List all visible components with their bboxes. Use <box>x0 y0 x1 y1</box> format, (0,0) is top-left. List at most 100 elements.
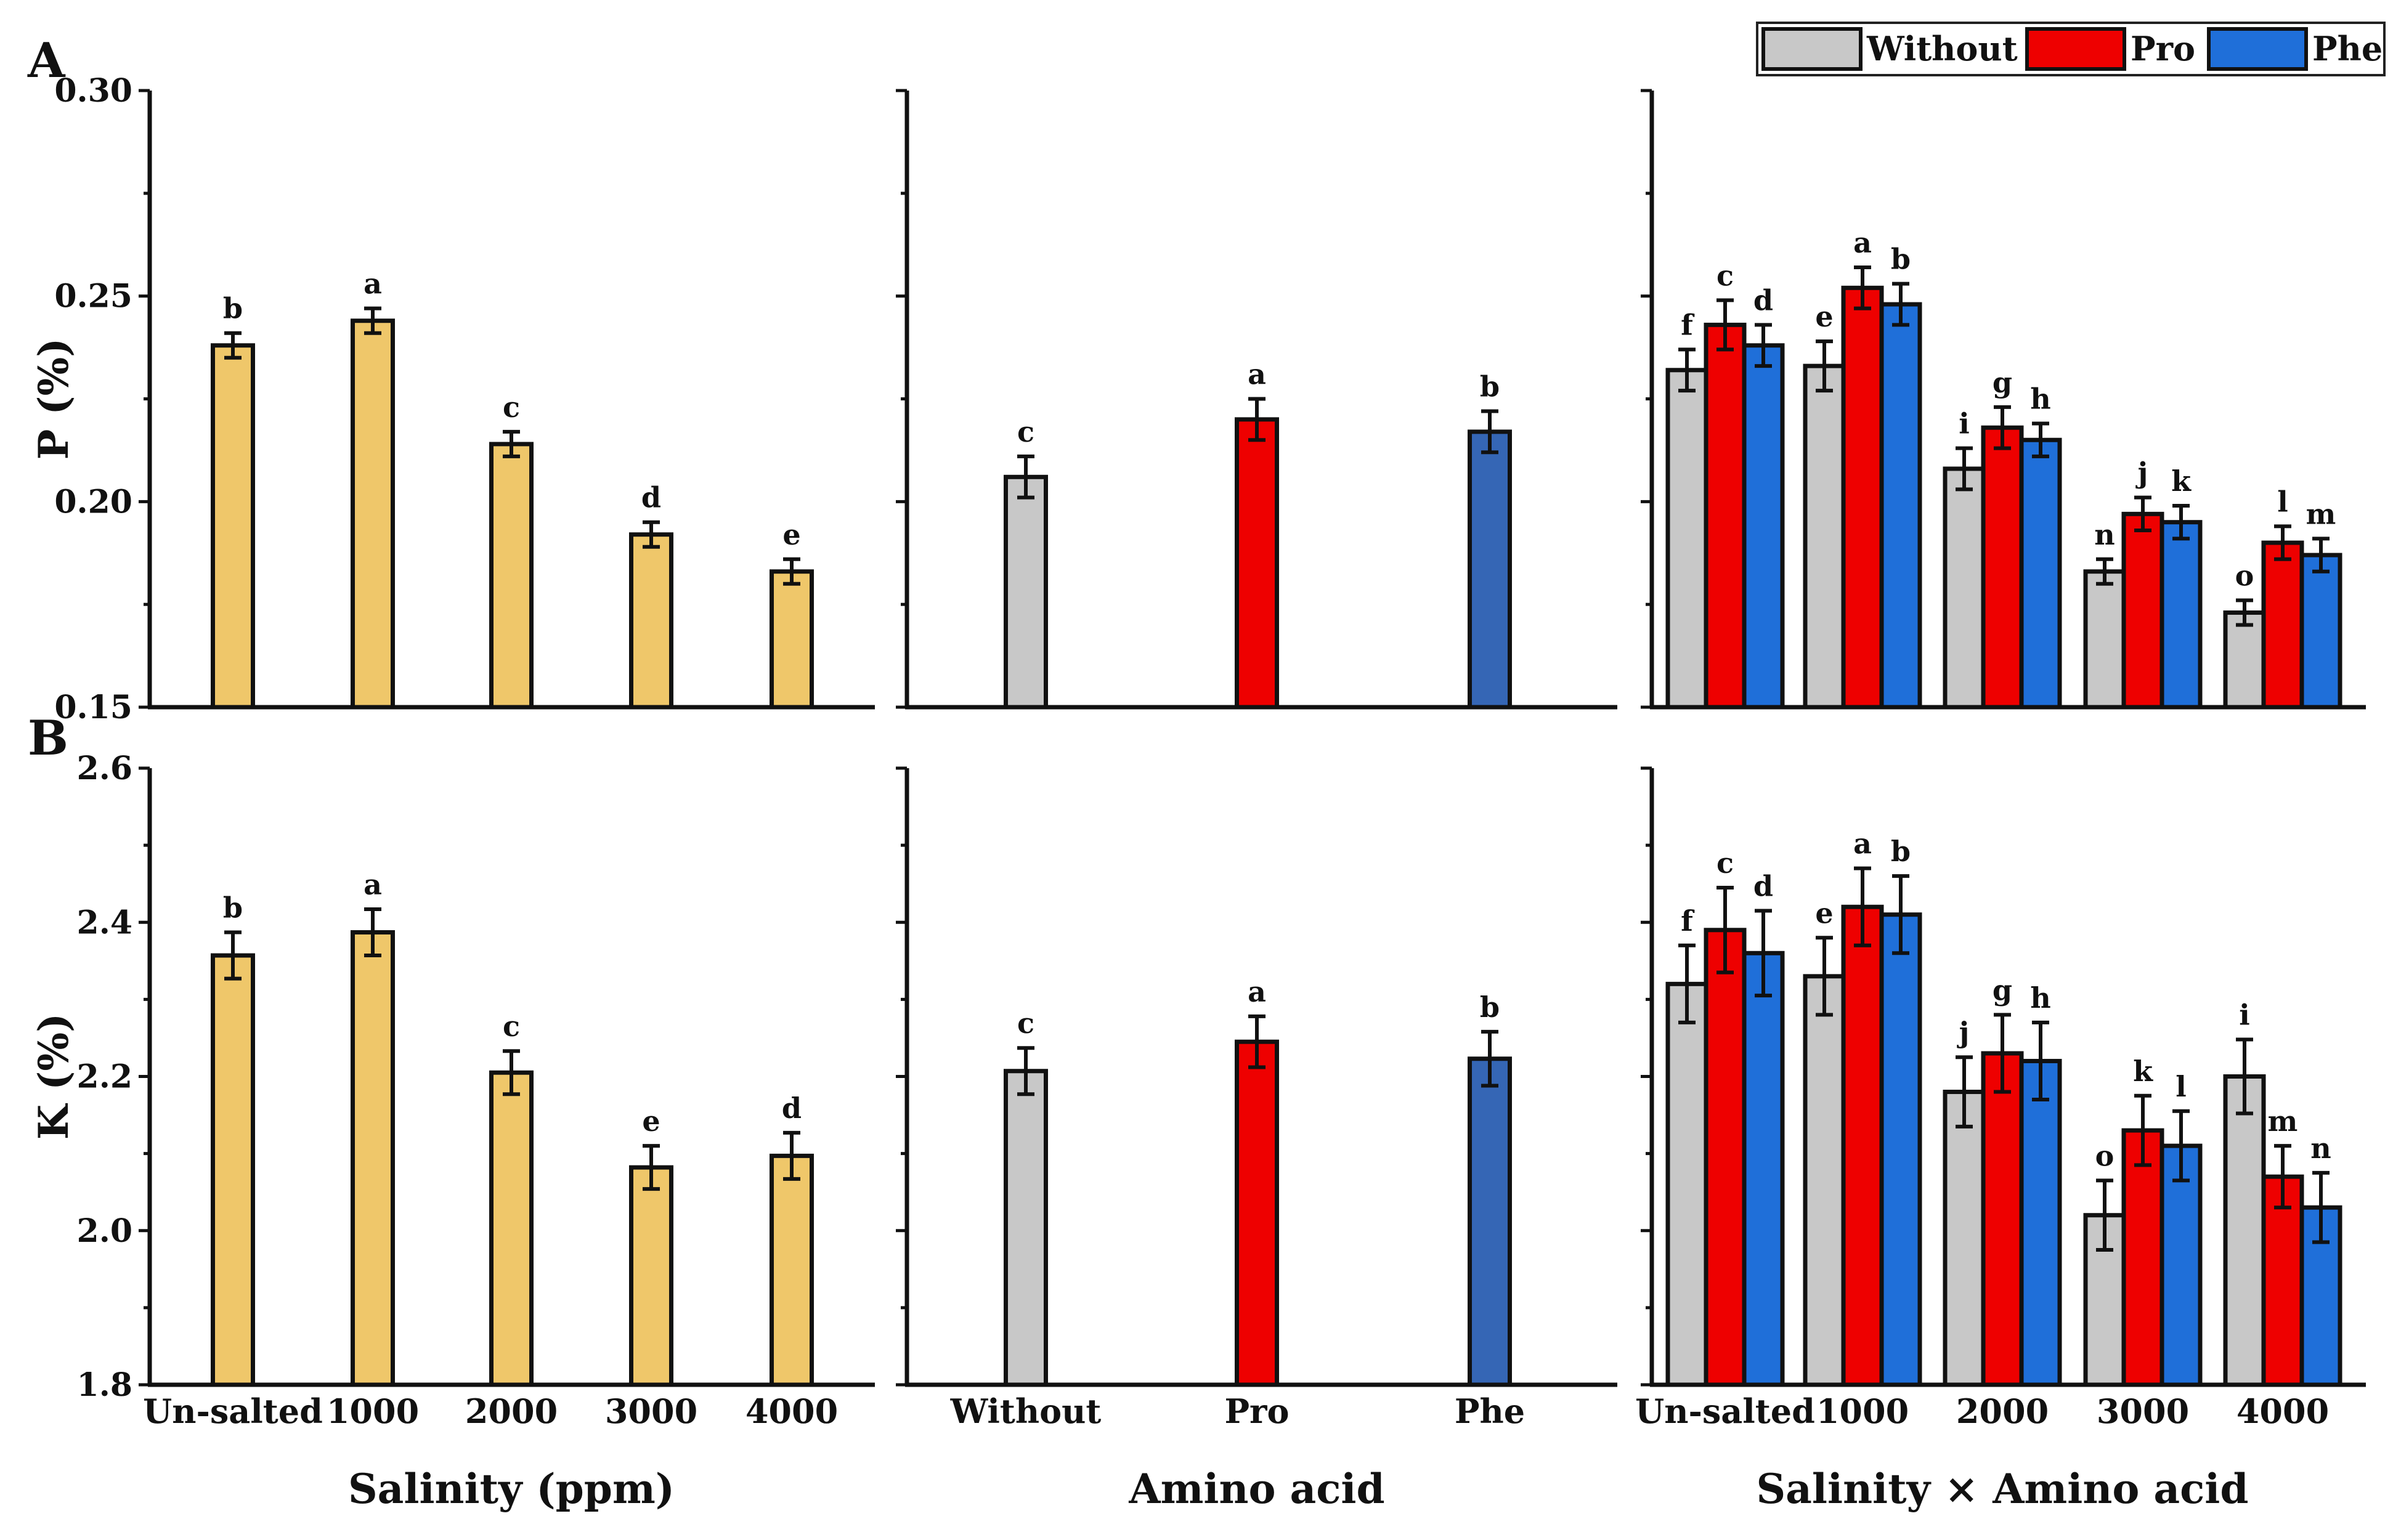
legend-frame <box>1756 22 2386 76</box>
x-tick-label-b1-4000: 4000 <box>745 1392 838 1431</box>
bar-a3-phe-4000 <box>2299 553 2342 710</box>
legend-swatch-without <box>1761 27 1863 71</box>
y-tick-label-b1-2-4: 2.4 <box>77 904 132 941</box>
bar-b3-pro-3000 <box>2121 1128 2164 1387</box>
significance-letter-b3-phe-un-salted: d <box>1753 869 1773 902</box>
bar-b1-3000 <box>629 1165 673 1387</box>
bar-a3-pro-3000 <box>2121 511 2164 710</box>
bar-a3-pro-1000 <box>1841 285 1884 710</box>
x-tick-label-b1-1000: 1000 <box>327 1392 419 1431</box>
significance-letter-b3-pro-1000: a <box>1853 827 1872 861</box>
legend-label-without: Without <box>1866 29 2018 68</box>
significance-letter-b3-phe-4000: n <box>2310 1132 2331 1165</box>
y-tick-label-b1-2-0: 2.0 <box>77 1212 132 1250</box>
bar-a2-without <box>1004 474 1048 710</box>
bar-b2-pro <box>1235 1039 1279 1387</box>
bar-b1-4000 <box>770 1153 814 1387</box>
x-tick-label-b2-pro: Pro <box>1224 1392 1289 1431</box>
significance-letter-b3-without-un-salted: f <box>1681 904 1695 938</box>
bar-a1-4000 <box>770 569 814 710</box>
x-tick-label-b1-3000: 3000 <box>605 1392 697 1431</box>
x-tick-label-b3-3000: 3000 <box>2097 1392 2189 1431</box>
bar-a1-3000 <box>629 532 673 710</box>
bar-b3-without-2000 <box>1943 1090 1986 1387</box>
significance-letter-b2-without: c <box>1017 1007 1034 1040</box>
significance-letter-a1-3000: d <box>641 481 661 514</box>
bar-a1-1000 <box>351 318 395 710</box>
significance-letter-a3-pro-4000: l <box>2277 485 2288 518</box>
significance-letter-b3-without-3000: o <box>2095 1139 2115 1172</box>
x-axis-title-interaction: Salinity × Amino acid <box>1757 1465 2249 1513</box>
significance-letter-b1-3000: e <box>642 1104 660 1138</box>
significance-letter-a3-without-1000: e <box>1815 300 1833 333</box>
bar-b3-without-4000 <box>2223 1074 2266 1387</box>
x-axis-title-salinity: Salinity (ppm) <box>348 1465 675 1513</box>
bar-a3-without-1000 <box>1803 363 1846 710</box>
bar-a3-without-3000 <box>2083 569 2126 710</box>
significance-letter-a3-without-3000: n <box>2094 518 2115 551</box>
bar-a3-phe-un-salted <box>1742 343 1785 710</box>
significance-letter-a1-un-salted: b <box>223 292 243 325</box>
bar-b3-pro-1000 <box>1841 904 1884 1387</box>
significance-letter-b3-phe-2000: h <box>2030 981 2050 1015</box>
significance-letter-b3-phe-1000: b <box>1891 835 1911 868</box>
panel-letter-a: A <box>27 33 66 89</box>
significance-letter-b3-without-2000: j <box>1957 1016 1970 1049</box>
bar-a3-phe-3000 <box>2159 520 2203 710</box>
legend-label-phe: Phe <box>2312 29 2383 68</box>
x-tick-label-b1-2000: 2000 <box>465 1392 558 1431</box>
x-tick-label-b1-un-salted: Un-salted <box>143 1392 323 1431</box>
significance-letter-a3-without-un-salted: f <box>1681 308 1695 341</box>
x-tick-label-b3-1000: 1000 <box>1816 1392 1909 1431</box>
legend: Without Pro Phe <box>1756 22 2386 76</box>
bar-b3-pro-2000 <box>1981 1051 2024 1387</box>
bar-b1-2000 <box>489 1070 534 1387</box>
significance-letter-b2-phe: b <box>1480 991 1500 1024</box>
bar-b2-without <box>1004 1069 1048 1387</box>
significance-letter-a3-phe-4000: m <box>2306 497 2336 530</box>
bar-a3-pro-2000 <box>1981 425 2024 710</box>
significance-letter-a3-without-4000: o <box>2235 559 2254 592</box>
bar-b3-phe-2000 <box>2019 1058 2062 1387</box>
significance-letter-a2-pro: a <box>1248 358 1266 391</box>
y-axis-title-b1: K (%) <box>30 1013 78 1140</box>
significance-letter-a3-without-2000: i <box>1959 407 1969 440</box>
x-tick-label-b3-2000: 2000 <box>1956 1392 2049 1431</box>
significance-letter-a1-4000: e <box>782 518 800 551</box>
significance-letter-a1-1000: a <box>364 267 382 301</box>
x-tick-label-b3-4000: 4000 <box>2236 1392 2329 1431</box>
bar-a3-without-un-salted <box>1665 368 1708 710</box>
bar-a3-pro-4000 <box>2261 540 2304 710</box>
y-tick-label-a1-0-20: 0.20 <box>54 483 132 521</box>
y-tick-label-a1-0-30: 0.30 <box>54 72 132 110</box>
x-tick-label-b3-un-salted: Un-salted <box>1635 1392 1815 1431</box>
bar-a1-un-salted <box>211 343 255 710</box>
significance-letter-b1-1000: a <box>364 868 382 901</box>
bar-b3-without-1000 <box>1803 974 1846 1387</box>
significance-letter-b1-un-salted: b <box>223 891 243 925</box>
significance-letter-a3-phe-3000: k <box>2171 464 2192 498</box>
bar-a3-phe-2000 <box>2019 437 2062 710</box>
significance-letter-a2-without: c <box>1017 415 1034 448</box>
bar-a2-pro <box>1235 417 1279 710</box>
significance-letter-b3-pro-un-salted: c <box>1716 846 1734 880</box>
y-tick-label-b1-2-6: 2.6 <box>77 750 132 787</box>
x-tick-label-b2-without: Without <box>950 1392 1102 1431</box>
legend-swatch-phe <box>2207 27 2308 71</box>
significance-letter-a1-2000: c <box>503 391 520 424</box>
significance-letter-a3-pro-un-salted: c <box>1716 259 1734 292</box>
significance-letter-b3-pro-3000: k <box>2133 1055 2153 1088</box>
significance-letter-b1-4000: d <box>782 1092 802 1125</box>
x-axis-title-amino-acid: Amino acid <box>1128 1465 1384 1513</box>
significance-letter-b3-without-1000: e <box>1815 896 1833 930</box>
bar-a3-without-4000 <box>2223 610 2266 710</box>
bar-b1-un-salted <box>211 953 255 1387</box>
significance-letter-b3-without-4000: i <box>2239 998 2249 1031</box>
significance-letter-b3-pro-2000: g <box>1993 973 2012 1007</box>
significance-letter-a3-phe-2000: h <box>2030 383 2050 416</box>
bar-a3-phe-1000 <box>1879 302 1922 710</box>
legend-label-pro: Pro <box>2131 29 2195 68</box>
y-tick-label-a1-0-15: 0.15 <box>54 689 132 726</box>
